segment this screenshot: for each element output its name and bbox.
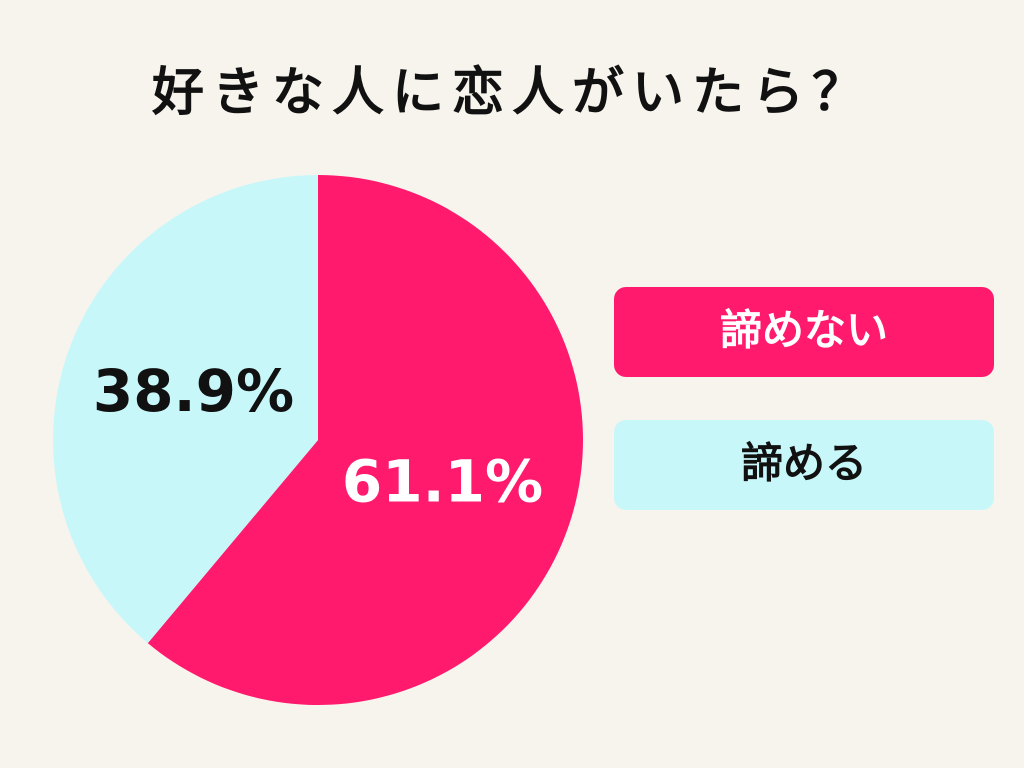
chart-title: 好きな人に恋人がいたら？ bbox=[151, 63, 872, 123]
legend-label: 諦めない bbox=[720, 306, 888, 355]
legend-box bbox=[614, 420, 994, 510]
value-label: 38.9% bbox=[93, 357, 294, 425]
pie-slice bbox=[52, 175, 318, 644]
legend-label: 諦める bbox=[741, 439, 867, 488]
value-label: 61.1% bbox=[342, 447, 543, 515]
pie-slice bbox=[147, 175, 583, 705]
legend-box bbox=[614, 287, 994, 377]
